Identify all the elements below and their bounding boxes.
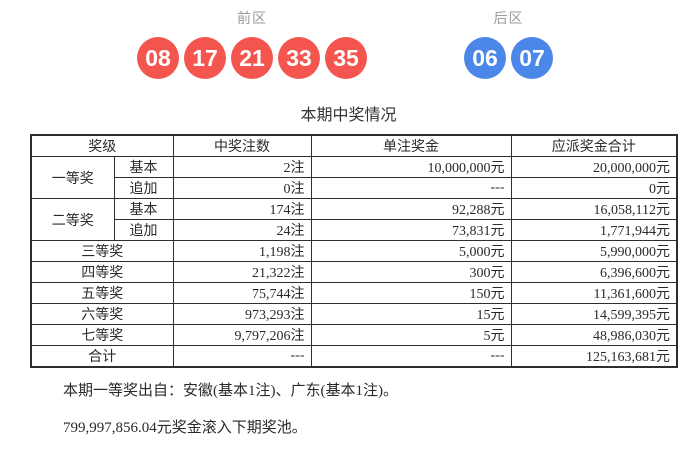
cell-first-basic-count: 2注 bbox=[172, 156, 312, 178]
row-third-prize: 三等奖 1,198注 5,000元 5,990,000元 bbox=[30, 240, 678, 262]
cell-seventh-level: 七等奖 bbox=[30, 324, 174, 346]
back-zone-balls: 06 07 bbox=[464, 37, 553, 79]
cell-fifth-single: 150元 bbox=[310, 282, 512, 304]
row-sixth-prize: 六等奖 973,293注 15元 14,599,395元 bbox=[30, 303, 678, 325]
row-fourth-prize: 四等奖 21,322注 300元 6,396,600元 bbox=[30, 261, 678, 283]
cell-first-add-type: 追加 bbox=[113, 177, 174, 199]
cell-total-single: --- bbox=[310, 345, 512, 368]
cell-sixth-count: 973,293注 bbox=[172, 303, 312, 325]
cell-fourth-single: 300元 bbox=[310, 261, 512, 283]
front-zone-balls: 08 17 21 33 35 bbox=[137, 37, 367, 79]
col-header-single-prize: 单注奖金 bbox=[310, 134, 512, 157]
row-seventh-prize: 七等奖 9,797,206注 5元 48,986,030元 bbox=[30, 324, 678, 346]
front-ball-3: 21 bbox=[231, 37, 273, 79]
row-second-prize-basic: 二等奖 基本 174注 92,288元 16,058,112元 bbox=[30, 198, 678, 241]
first-prize-source-note: 本期一等奖出自：安徽(基本1注)、广东(基本1注)。 bbox=[63, 383, 398, 399]
cell-fourth-count: 21,322注 bbox=[172, 261, 312, 283]
footer-notes: 本期一等奖出自：安徽(基本1注)、广东(基本1注)。 799,997,856.0… bbox=[63, 379, 697, 437]
cell-first-add-single: --- bbox=[310, 177, 512, 199]
cell-sixth-total: 14,599,395元 bbox=[510, 303, 678, 325]
cell-first-basic-total: 20,000,000元 bbox=[510, 156, 678, 178]
front-zone: 前区 08 17 21 33 35 bbox=[137, 0, 367, 79]
col-header-prize-level: 奖级 bbox=[30, 134, 174, 157]
drawn-numbers-section: 前区 08 17 21 33 35 后区 06 07 bbox=[0, 0, 697, 92]
cell-third-single: 5,000元 bbox=[310, 240, 512, 262]
cell-sixth-single: 15元 bbox=[310, 303, 512, 325]
front-ball-5: 35 bbox=[325, 37, 367, 79]
cell-second-basic-count: 174注 bbox=[172, 198, 312, 220]
row-second-prize-add: 追加 24注 73,831元 1,771,944元 bbox=[31, 219, 678, 241]
cell-second-prize-level: 二等奖 bbox=[30, 198, 115, 241]
row-total: 合计 --- --- 125,163,681元 bbox=[30, 345, 678, 368]
cell-second-basic-single: 92,288元 bbox=[310, 198, 512, 220]
prize-table-header-row: 奖级 中奖注数 单注奖金 应派奖金合计 bbox=[30, 134, 678, 157]
cell-third-total: 5,990,000元 bbox=[510, 240, 678, 262]
cell-fifth-total: 11,361,600元 bbox=[510, 282, 678, 304]
back-zone-label: 后区 bbox=[493, 10, 524, 26]
cell-second-add-type: 追加 bbox=[113, 219, 174, 241]
row-first-prize-add: 追加 0注 --- 0元 bbox=[31, 177, 678, 199]
cell-second-basic-total: 16,058,112元 bbox=[510, 198, 678, 220]
cell-fifth-level: 五等奖 bbox=[30, 282, 174, 304]
cell-total-level: 合计 bbox=[30, 345, 174, 368]
row-fifth-prize: 五等奖 75,744注 150元 11,361,600元 bbox=[30, 282, 678, 304]
cell-seventh-total: 48,986,030元 bbox=[510, 324, 678, 346]
cell-first-basic-type: 基本 bbox=[113, 156, 174, 178]
front-zone-label: 前区 bbox=[237, 10, 267, 26]
cell-first-add-count: 0注 bbox=[172, 177, 312, 199]
cell-second-basic-type: 基本 bbox=[113, 198, 174, 220]
cell-third-count: 1,198注 bbox=[172, 240, 312, 262]
front-ball-2: 17 bbox=[184, 37, 226, 79]
cell-second-add-total: 1,771,944元 bbox=[510, 219, 678, 241]
cell-fourth-total: 6,396,600元 bbox=[510, 261, 678, 283]
prize-table: 奖级 中奖注数 单注奖金 应派奖金合计 一等奖 基本 2注 10,000,000… bbox=[30, 134, 678, 368]
back-ball-2: 07 bbox=[511, 37, 553, 79]
cell-seventh-single: 5元 bbox=[310, 324, 512, 346]
cell-first-basic-single: 10,000,000元 bbox=[310, 156, 512, 178]
col-header-winning-count: 中奖注数 bbox=[172, 134, 312, 157]
col-header-total-payout: 应派奖金合计 bbox=[510, 134, 678, 157]
cell-sixth-level: 六等奖 bbox=[30, 303, 174, 325]
cell-total-count: --- bbox=[172, 345, 312, 368]
jackpot-rollover-note: 799,997,856.04元奖金滚入下期奖池。 bbox=[63, 420, 307, 436]
cell-second-add-count: 24注 bbox=[172, 219, 312, 241]
cell-second-add-single: 73,831元 bbox=[310, 219, 512, 241]
cell-third-level: 三等奖 bbox=[30, 240, 174, 262]
cell-total-total: 125,163,681元 bbox=[510, 345, 678, 368]
front-ball-1: 08 bbox=[137, 37, 179, 79]
front-ball-4: 33 bbox=[278, 37, 320, 79]
back-ball-1: 06 bbox=[464, 37, 506, 79]
cell-fifth-count: 75,744注 bbox=[172, 282, 312, 304]
prize-table-title: 本期中奖情况 bbox=[300, 107, 397, 124]
cell-fourth-level: 四等奖 bbox=[30, 261, 174, 283]
row-first-prize-basic: 一等奖 基本 2注 10,000,000元 20,000,000元 bbox=[30, 156, 678, 199]
cell-seventh-count: 9,797,206注 bbox=[172, 324, 312, 346]
cell-first-add-total: 0元 bbox=[510, 177, 678, 199]
back-zone: 后区 06 07 bbox=[464, 0, 553, 79]
cell-first-prize-level: 一等奖 bbox=[30, 156, 115, 199]
